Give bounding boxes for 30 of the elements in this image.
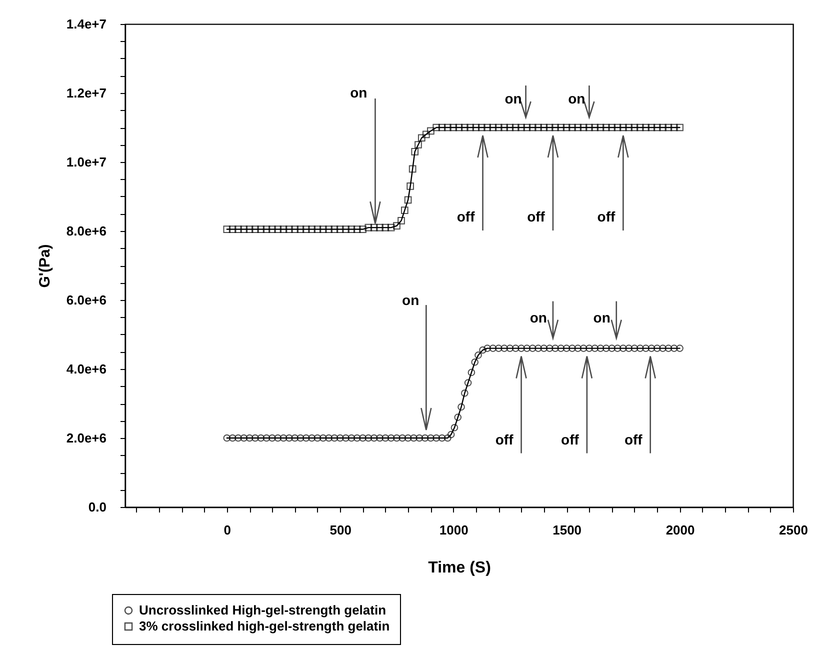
x-tick-label: 1500 — [552, 522, 582, 538]
legend-label: Uncrosslinked High-gel-strength gelatin — [139, 602, 386, 618]
y-axis-title: G'(Pa) — [36, 244, 54, 288]
annotation: on — [504, 90, 522, 106]
annotation: on — [350, 84, 368, 101]
x-tick-label: 2500 — [779, 522, 808, 538]
annotation: off — [495, 431, 514, 448]
x-tick-label: 0 — [224, 522, 232, 538]
x-tick-label: 2000 — [666, 522, 695, 538]
annotation: off — [527, 208, 546, 224]
y-tick-label: 4.0e+6 — [66, 362, 106, 376]
annotation: on — [593, 309, 610, 326]
x-axis-title: Time (S) — [428, 560, 491, 576]
annotation: off — [561, 431, 580, 448]
annotation: on — [402, 292, 420, 308]
legend-label: 3% crosslinked high-gel-strength gelatin — [139, 618, 390, 634]
annotation: off — [597, 208, 616, 224]
y-tick-label: 6.0e+6 — [66, 292, 106, 308]
annotation: on — [530, 309, 547, 326]
y-tick-label: 1.2e+7 — [66, 86, 106, 100]
annotation: off — [624, 431, 643, 448]
y-tick-label: 8.0e+6 — [66, 224, 106, 238]
x-tick-label: 1000 — [439, 522, 468, 538]
y-tick-label: 1.4e+7 — [66, 16, 106, 32]
annotation: on — [568, 90, 586, 106]
x-tick-label: 500 — [330, 522, 352, 538]
y-tick-label: 1.0e+7 — [66, 154, 106, 170]
annotation: off — [456, 208, 476, 224]
y-tick-label: 2.0e+6 — [66, 430, 106, 446]
y-tick-label: 0.0 — [88, 500, 106, 514]
